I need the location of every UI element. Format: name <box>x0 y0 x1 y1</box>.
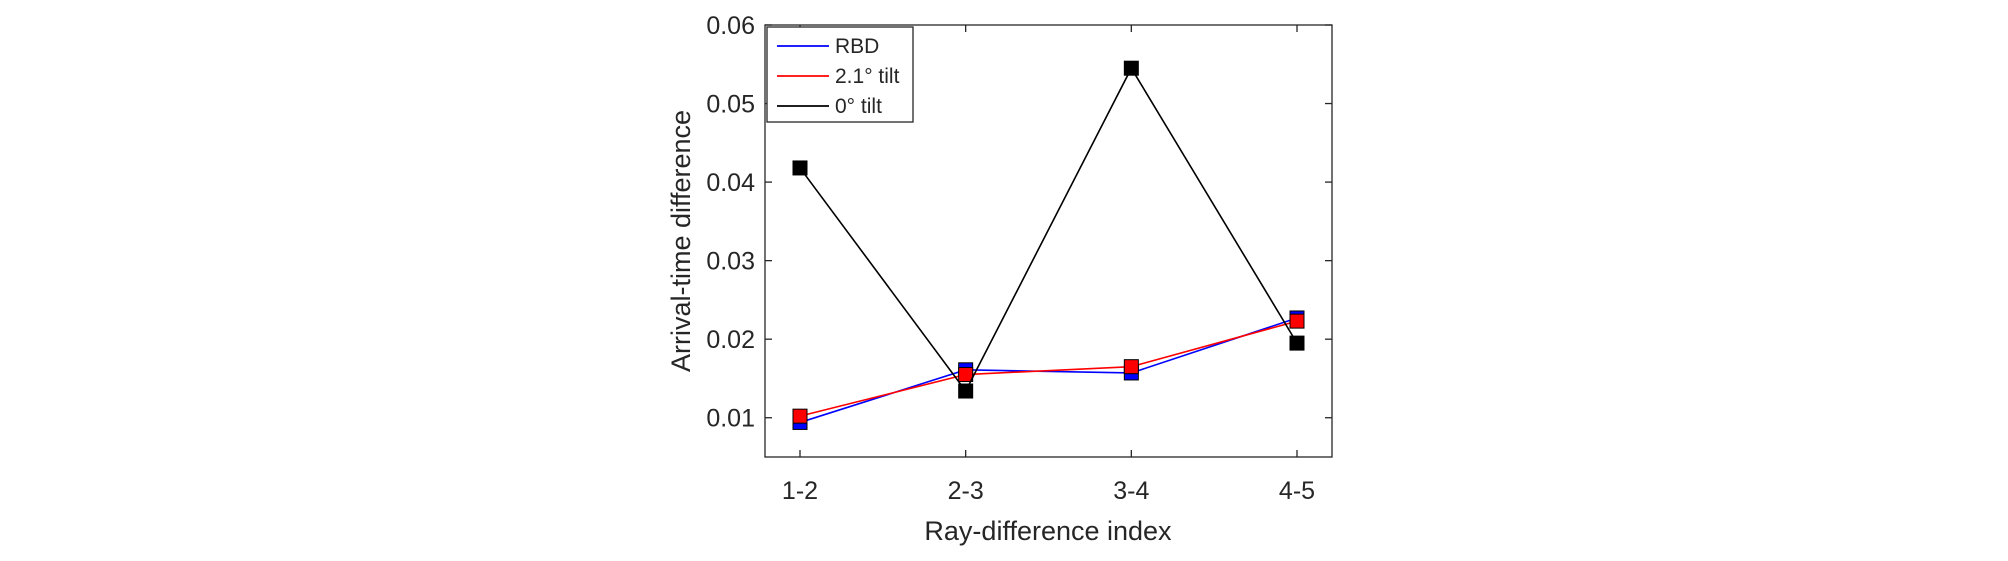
data-point-marker <box>1123 60 1139 76</box>
data-point-marker <box>1289 335 1305 351</box>
series <box>792 313 1305 424</box>
data-point-marker <box>958 367 974 383</box>
x-tick-label: 4-5 <box>1279 477 1315 505</box>
legend-label: RBD <box>835 35 879 58</box>
series-group <box>792 60 1305 430</box>
y-tick-label: 0.01 <box>706 405 755 433</box>
y-tick-label: 0.02 <box>706 326 755 354</box>
y-axis-title: Arrival-time difference <box>666 110 696 372</box>
series-line <box>799 66 1298 393</box>
data-point-marker <box>1123 359 1139 375</box>
x-axis-title: Ray-difference index <box>924 516 1172 546</box>
y-tick-label: 0.04 <box>706 169 755 197</box>
x-tick-label: 3-4 <box>1113 477 1149 505</box>
data-point-marker <box>958 383 974 399</box>
legend-label: 2.1° tilt <box>835 65 900 88</box>
series <box>792 60 1305 399</box>
y-tick-label: 0.05 <box>706 91 755 119</box>
legend-label: 0° tilt <box>835 95 882 118</box>
y-tick-label: 0.06 <box>706 12 755 40</box>
data-point-marker <box>792 408 808 424</box>
y-tick-label: 0.03 <box>706 248 755 276</box>
series-line <box>799 320 1298 417</box>
legend: RBD 2.1° tilt 0° tilt <box>766 26 914 123</box>
data-point-marker <box>792 160 808 176</box>
axis-ticks: 1-2 2-3 3-4 4-5 0.01 0.02 0.03 0.04 0.05 0.06 <box>706 12 1332 505</box>
x-tick-label: 1-2 <box>782 477 818 505</box>
data-point-marker <box>1289 313 1305 329</box>
x-tick-label: 2-3 <box>948 477 984 505</box>
